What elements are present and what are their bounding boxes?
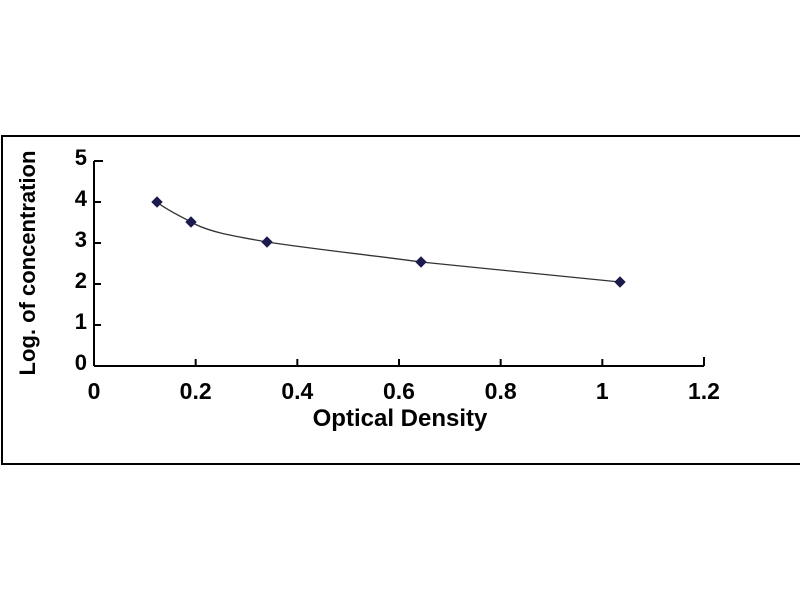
- svg-text:3: 3: [75, 227, 87, 252]
- svg-text:0.4: 0.4: [281, 378, 313, 404]
- svg-text:0: 0: [88, 378, 101, 404]
- svg-text:1: 1: [75, 309, 87, 334]
- svg-text:Optical Density: Optical Density: [313, 405, 488, 432]
- svg-text:2: 2: [75, 268, 87, 293]
- svg-text:0.8: 0.8: [485, 378, 517, 404]
- svg-text:Log. of concentration: Log. of concentration: [15, 151, 40, 376]
- svg-text:1: 1: [596, 378, 609, 404]
- svg-text:0.6: 0.6: [383, 378, 415, 404]
- svg-text:0: 0: [75, 350, 87, 375]
- svg-text:4: 4: [75, 186, 88, 211]
- svg-text:1.2: 1.2: [688, 378, 720, 404]
- svg-text:0.2: 0.2: [180, 378, 212, 404]
- svg-text:5: 5: [75, 145, 87, 170]
